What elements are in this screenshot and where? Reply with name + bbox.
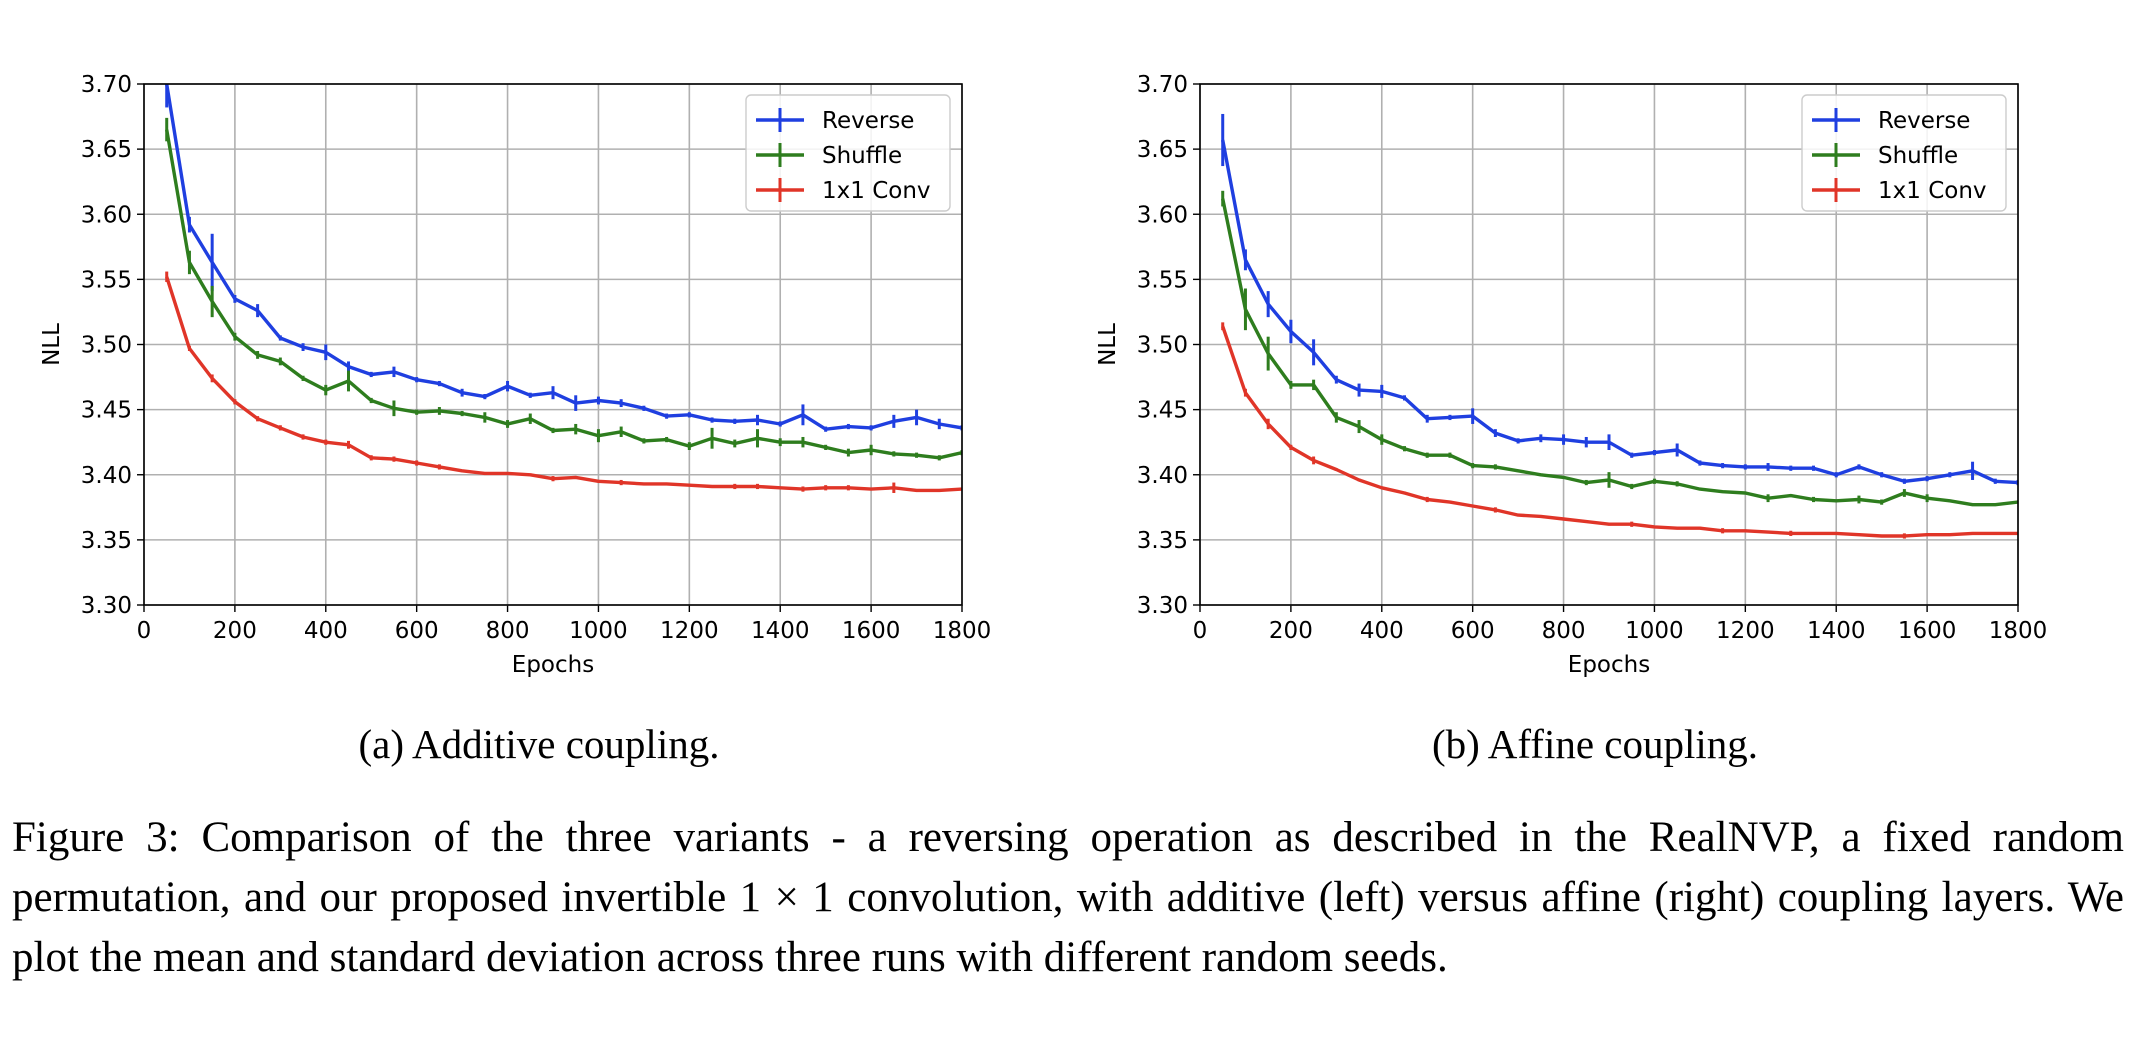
series-line	[1221, 139, 2018, 485]
y-tick-label: 3.45	[81, 398, 132, 424]
x-tick-label: 1800	[1989, 618, 2048, 644]
y-tick-label: 3.60	[81, 202, 132, 228]
y-tick-label: 3.60	[1137, 202, 1188, 228]
y-tick-label: 3.55	[1137, 267, 1188, 293]
x-axis-label: Epochs	[1568, 652, 1650, 678]
x-tick-label: 200	[213, 618, 257, 644]
x-tick-label: 1600	[1898, 618, 1957, 644]
y-tick-label: 3.55	[81, 267, 132, 293]
y-tick-label: 3.70	[81, 72, 132, 98]
y-axis-label: NLL	[39, 323, 65, 366]
plot-data-area	[1221, 113, 2018, 539]
figure-caption: Figure 3: Comparison of the three varian…	[12, 808, 2124, 988]
x-tick-label: 400	[304, 618, 348, 644]
y-tick-label: 3.70	[1137, 72, 1188, 98]
x-tick-label: 1400	[1807, 618, 1866, 644]
legend-label: Reverse	[1878, 108, 1970, 134]
y-tick-label: 3.30	[1137, 593, 1188, 619]
series-reverse	[165, 84, 962, 432]
series-1x1-conv	[1221, 322, 2018, 539]
x-tick-label: 1200	[660, 618, 719, 644]
series-shuffle	[1221, 190, 2018, 507]
figure-canvas: 0 200 400 600 800 1000 1200 1400 1600 1800 3.30 3.3…	[39, 72, 2047, 767]
series-1x1-conv	[165, 271, 962, 493]
legend-label: 1x1 Conv	[1878, 178, 1987, 204]
x-tick-label: 1600	[842, 618, 901, 644]
legend-box	[745, 94, 951, 212]
subcaption: (a) Additive coupling.	[359, 721, 720, 767]
plot-frame	[1199, 83, 2019, 606]
legend-label: 1x1 Conv	[822, 178, 931, 204]
series-shuffle	[165, 117, 962, 461]
chart-affine-coupling: 0 200 400 600 800 1000 1200 1400 1600 1800 3.30 3.3…	[1095, 72, 2047, 767]
y-tick-label: 3.65	[1137, 137, 1188, 163]
plot-data-area	[165, 84, 962, 493]
x-tick-label: 600	[395, 618, 439, 644]
x-tick-label: 1400	[751, 618, 810, 644]
y-tick-label: 3.40	[81, 463, 132, 489]
x-tick-label: 0	[137, 618, 152, 644]
legend-label: Reverse	[822, 108, 914, 134]
chart-additive-coupling: 0 200 400 600 800 1000 1200 1400 1600 1800 3.30 3.3…	[39, 72, 992, 767]
x-tick-label: 400	[1360, 618, 1404, 644]
x-axis-label: Epochs	[512, 652, 594, 678]
y-tick-label: 3.35	[1137, 528, 1188, 554]
y-tick-label: 3.65	[81, 137, 132, 163]
series-line	[165, 129, 962, 460]
y-tick-label: 3.50	[81, 333, 132, 359]
legend-label: Shuffle	[1878, 143, 1958, 169]
x-tick-label: 1200	[1716, 618, 1775, 644]
legend-box	[1801, 94, 2007, 212]
x-tick-label: 1800	[933, 618, 992, 644]
y-tick-label: 3.30	[81, 593, 132, 619]
y-axis-label: NLL	[1095, 323, 1121, 366]
x-tick-label: 1000	[569, 618, 628, 644]
y-tick-label: 3.45	[1137, 398, 1188, 424]
series-line	[1221, 325, 2018, 538]
figure-caption-text: Figure 3: Comparison of the three varian…	[12, 814, 2124, 981]
plot-frame	[143, 83, 963, 606]
x-tick-label: 1000	[1625, 618, 1684, 644]
x-tick-label: 800	[486, 618, 530, 644]
series-line	[1221, 198, 2018, 507]
legend-label: Shuffle	[822, 143, 902, 169]
y-tick-label: 3.40	[1137, 463, 1188, 489]
x-tick-label: 0	[1193, 618, 1208, 644]
y-tick-label: 3.35	[81, 528, 132, 554]
series-line	[165, 84, 962, 431]
subcaption: (b) Affine coupling.	[1432, 721, 1758, 767]
legend: Reverse Shuffle 1x1 Conv	[1801, 94, 2007, 212]
series-line	[165, 276, 962, 493]
y-tick-label: 3.50	[1137, 333, 1188, 359]
x-tick-label: 200	[1269, 618, 1313, 644]
legend: Reverse Shuffle 1x1 Conv	[745, 94, 951, 212]
x-tick-label: 600	[1451, 618, 1495, 644]
x-tick-label: 800	[1542, 618, 1586, 644]
series-reverse	[1221, 113, 2018, 486]
